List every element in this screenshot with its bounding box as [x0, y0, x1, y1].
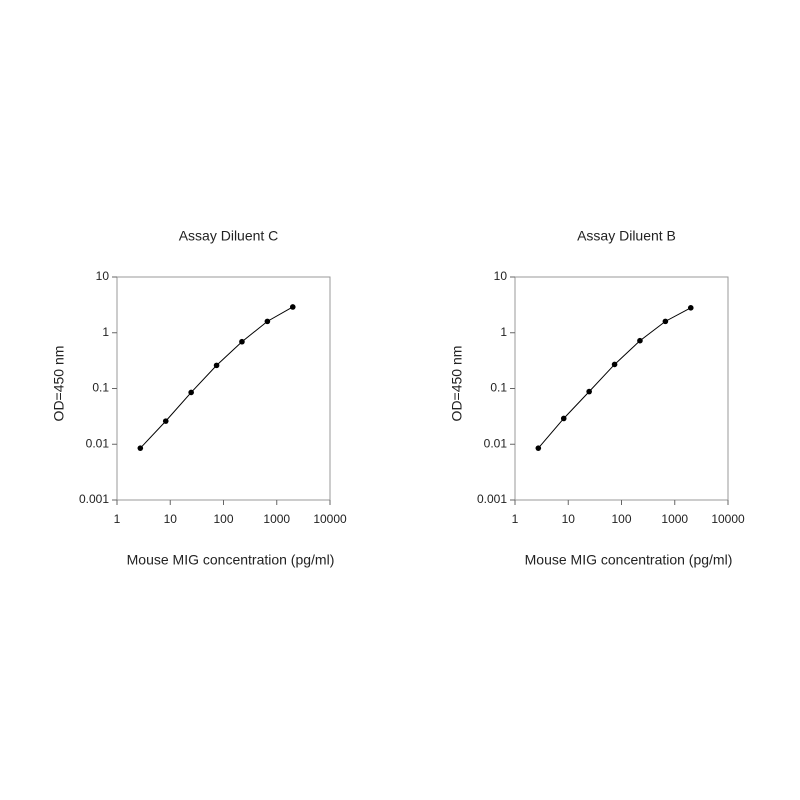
chart-panel: Assay Diluent C Mouse MIG concentration (…: [51, 228, 347, 568]
data-line: [139, 306, 294, 449]
data-point: [535, 445, 542, 451]
x-tick-label: 1000: [263, 512, 290, 526]
data-point: [560, 415, 567, 422]
y-axis-label: OD=450 nm: [51, 346, 67, 422]
data-point: [188, 389, 194, 396]
chart-panel: Assay Diluent B Mouse MIG concentration (…: [449, 228, 745, 568]
x-tick-label: 10000: [313, 512, 347, 526]
y-tick-label: 10: [96, 269, 110, 283]
x-tick-label: 10: [562, 512, 576, 526]
plot-frame: [514, 276, 729, 501]
y-tick-label: 0.1: [92, 381, 109, 395]
data-point: [611, 361, 618, 368]
y-tick-label: 0.1: [490, 381, 507, 395]
y-tick-label: 1: [500, 325, 507, 339]
data-point: [586, 388, 592, 395]
data-point: [213, 362, 220, 369]
x-tick-label: 100: [611, 512, 631, 526]
x-tick-label: 1: [512, 512, 519, 526]
y-tick-label: 0.01: [86, 436, 110, 450]
data-point: [137, 445, 144, 451]
data-line: [537, 307, 692, 449]
y-tick-label: 0.01: [484, 436, 508, 450]
data-point: [662, 318, 669, 325]
data-point: [687, 305, 694, 311]
y-tick-label: 10: [494, 269, 508, 283]
y-tick-label: 0.001: [79, 492, 109, 506]
x-tick-label: 1: [114, 512, 121, 526]
x-tick-label: 1000: [661, 512, 688, 526]
y-axis-label: OD=450 nm: [449, 346, 465, 422]
data-point: [162, 418, 169, 424]
x-tick-label: 100: [213, 512, 233, 526]
x-axis-label: Mouse MIG concentration (pg/ml): [525, 552, 733, 568]
x-tick-label: 10000: [711, 512, 745, 526]
chart-title: Assay Diluent B: [577, 228, 676, 244]
chart-title: Assay Diluent C: [179, 228, 279, 244]
y-tick-label: 0.001: [477, 492, 507, 506]
x-axis-label: Mouse MIG concentration (pg/ml): [127, 552, 335, 568]
plot-frame: [116, 276, 331, 501]
data-point: [289, 304, 296, 310]
x-tick-label: 10: [164, 512, 178, 526]
y-tick-label: 1: [102, 325, 109, 339]
data-point: [637, 337, 643, 344]
data-point: [264, 318, 271, 325]
data-point: [239, 338, 245, 345]
